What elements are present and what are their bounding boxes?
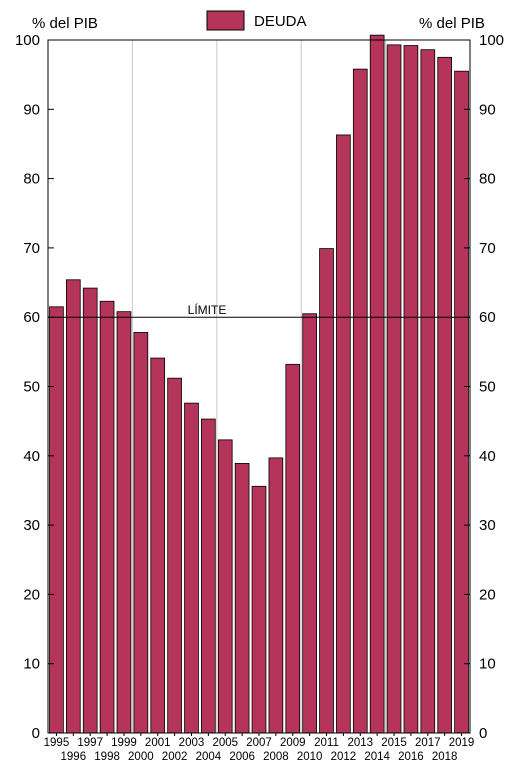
bars <box>49 34 469 734</box>
ytick-label-left: 30 <box>23 517 40 534</box>
bar-2016 <box>403 45 419 734</box>
axes <box>47 39 471 736</box>
legend-swatch <box>206 10 245 31</box>
ytick-label-left: 10 <box>23 656 40 673</box>
left-axis-unit: % del PIB <box>32 15 98 32</box>
ytick-label-right: 50 <box>479 379 496 396</box>
bar-2003 <box>184 402 199 734</box>
xtick-label: 2005 <box>212 737 238 749</box>
xtick-label: 2013 <box>347 737 373 749</box>
bar-2008 <box>268 457 284 734</box>
gridlines <box>131 40 387 733</box>
xtick-label: 2019 <box>449 737 475 749</box>
reference-line-label: LÍMITE <box>188 302 227 317</box>
ytick-label-right: 80 <box>479 171 496 188</box>
xtick-label: 2011 <box>314 737 339 749</box>
xtick-label: 2015 <box>381 737 407 749</box>
ytick-label-left: 100 <box>15 32 40 49</box>
xtick-label: 2010 <box>297 751 323 762</box>
xtick-label: 2017 <box>415 737 441 749</box>
xtick-label: 1995 <box>44 737 70 749</box>
ytick-label-right: 10 <box>479 656 496 673</box>
ytick-label-left: 70 <box>23 240 40 257</box>
xtick-label: 1999 <box>111 737 137 749</box>
bar-2018 <box>437 56 453 734</box>
xtick-label: 2006 <box>229 751 255 762</box>
ytick-label-right: 70 <box>479 240 496 257</box>
tick-labels: 0 0 10 10 20 20 30 30 40 40 50 50 60 60 70 70 80 80 90 90 10… <box>15 32 504 762</box>
bar-2014 <box>369 34 385 734</box>
ytick-label-right: 90 <box>479 101 496 118</box>
ytick-label-right: 0 <box>479 725 487 742</box>
legend-label: DEUDA <box>254 13 307 30</box>
ytick-label-left: 50 <box>23 379 40 396</box>
ytick-label-right: 100 <box>479 32 504 49</box>
ytick-label-right: 30 <box>479 517 496 534</box>
bar-2017 <box>420 49 436 734</box>
bar-1995 <box>49 306 64 734</box>
bar-2006 <box>234 463 250 734</box>
bar-2012 <box>336 134 351 734</box>
ytick-label-left: 20 <box>23 586 40 603</box>
bar-2005 <box>217 439 233 734</box>
ytick-label-left: 90 <box>23 101 40 118</box>
xtick-label: 2001 <box>145 737 171 749</box>
bar-2010 <box>302 313 317 734</box>
xtick-label: 2016 <box>398 751 424 762</box>
bar-1996 <box>65 279 81 734</box>
ytick-label-right: 40 <box>479 448 496 465</box>
xtick-label: 2008 <box>263 751 289 762</box>
bar-2019 <box>454 70 469 734</box>
xtick-label: 2009 <box>280 737 306 749</box>
bar-2013 <box>352 68 368 734</box>
ytick-label-left: 0 <box>32 725 40 742</box>
xtick-label: 2014 <box>364 751 390 762</box>
bar-2007 <box>251 485 267 734</box>
xtick-label: 1998 <box>94 751 120 762</box>
bar-2000 <box>133 332 149 734</box>
bar-2001 <box>150 357 166 734</box>
right-axis-unit: % del PIB <box>419 15 485 32</box>
bar-1997 <box>82 287 98 734</box>
bar-2002 <box>167 377 182 734</box>
bar-2009 <box>285 363 301 734</box>
bar-2004 <box>201 418 216 734</box>
xtick-label: 1996 <box>61 751 87 762</box>
xtick-label: 2000 <box>128 751 154 762</box>
bar-2011 <box>319 248 334 734</box>
bar-1999 <box>116 311 132 734</box>
ytick-label-left: 80 <box>23 171 40 188</box>
xtick-label: 2003 <box>179 737 205 749</box>
bar-2015 <box>386 44 402 734</box>
xtick-label: 2018 <box>432 751 458 762</box>
xtick-label: 2007 <box>246 737 272 749</box>
xtick-label: 1997 <box>77 737 103 749</box>
xtick-label: 2012 <box>331 751 357 762</box>
ytick-label-left: 40 <box>23 448 40 465</box>
ytick-label-right: 60 <box>479 309 496 326</box>
xtick-label: 2004 <box>196 751 222 762</box>
xtick-label: 2002 <box>162 751 188 762</box>
bar-1998 <box>99 300 115 734</box>
ytick-label-right: 20 <box>479 586 496 603</box>
ytick-label-left: 60 <box>23 309 40 326</box>
